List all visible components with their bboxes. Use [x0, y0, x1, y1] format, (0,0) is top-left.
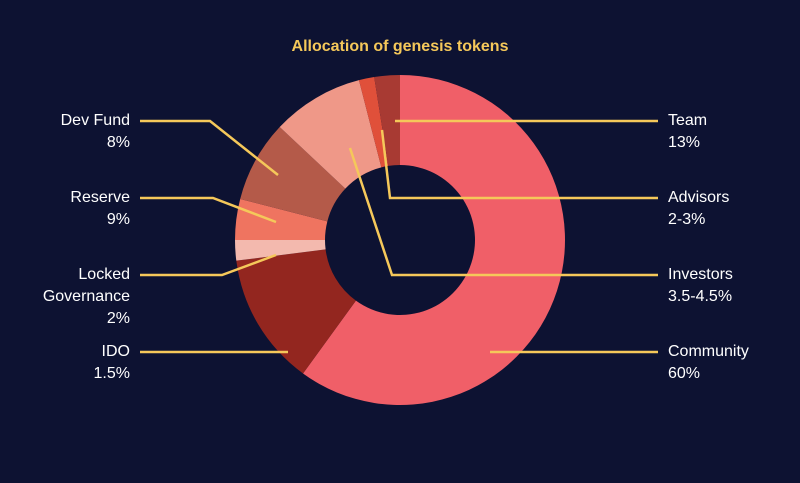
slices: [235, 75, 566, 405]
slice: [303, 75, 566, 405]
slice-label: Locked Governance 2%: [20, 264, 130, 330]
category-label: Locked Governance: [42, 266, 130, 305]
value-label: 1.5%: [93, 365, 130, 382]
leader-lines: [140, 119, 658, 354]
slice-label: Community 60%: [668, 341, 788, 385]
leader-line: [380, 129, 658, 200]
category-label: Reserve: [70, 189, 130, 206]
slice-label: Dev Fund 8%: [20, 110, 130, 154]
value-label: 9%: [106, 211, 130, 228]
leader-line: [140, 196, 277, 224]
slice-label: Advisors 2-3%: [668, 187, 788, 231]
slice-label: Investors 3.5-4.5%: [668, 264, 788, 308]
value-label: 60%: [668, 365, 701, 382]
slice: [279, 80, 382, 189]
slice-label: Reserve 9%: [20, 187, 130, 231]
slice-label: Team 13%: [668, 110, 788, 154]
value-label: 8%: [106, 134, 130, 151]
category-label: Advisors: [668, 189, 730, 206]
slice: [235, 240, 326, 261]
category-label: Community: [668, 343, 749, 360]
slice: [235, 198, 328, 240]
category-label: Team: [668, 112, 708, 129]
slice-label: IDO 1.5%: [20, 341, 130, 385]
slice: [240, 127, 346, 222]
leader-line: [140, 119, 279, 176]
chart-title: Allocation of genesis tokens: [291, 38, 509, 55]
value-label: 2%: [106, 310, 130, 327]
leader-line: [140, 253, 277, 277]
slice: [358, 77, 389, 168]
value-label: 3.5-4.5%: [668, 288, 733, 305]
value-label: 13%: [668, 134, 701, 151]
value-label: 2-3%: [668, 211, 706, 228]
leader-line: [348, 147, 658, 277]
category-label: Investors: [668, 266, 733, 283]
category-label: Dev Fund: [60, 112, 130, 129]
slice: [236, 249, 356, 374]
slice: [374, 75, 400, 166]
category-label: IDO: [101, 343, 130, 360]
